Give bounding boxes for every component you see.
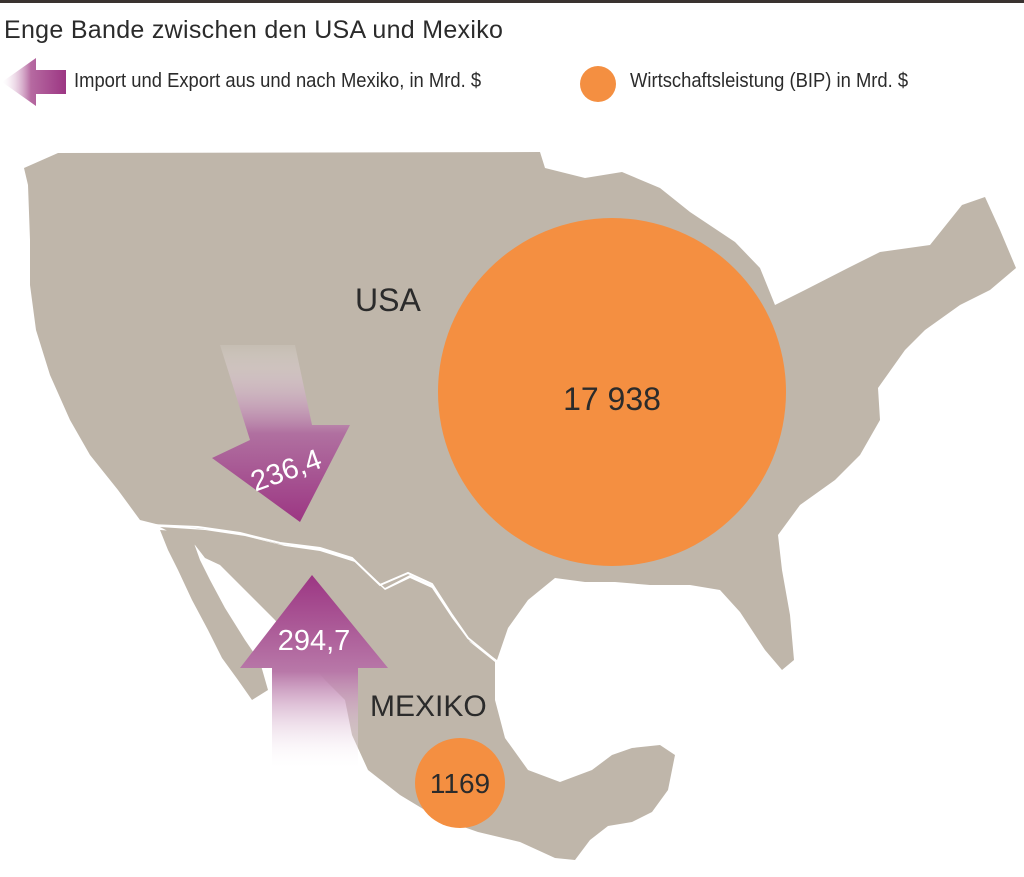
mexico-country-label: MEXIKO <box>370 690 487 723</box>
usa-gdp-circle <box>438 218 786 566</box>
top-rule <box>0 0 1024 3</box>
us-mexico-border-line <box>149 524 496 661</box>
mexico-trade-value: 294,7 <box>278 625 351 657</box>
usa-trade-arrow <box>212 345 350 522</box>
legend-gdp-label: Wirtschaftsleistung (BIP) in Mrd. $ <box>630 70 909 92</box>
usa-gdp-value: 17 938 <box>563 381 661 417</box>
mexico-gdp-value: 1169 <box>430 768 490 799</box>
mexico-trade-arrow <box>240 575 388 768</box>
mexico-gdp-circle <box>415 738 505 828</box>
legend-trade-label: Import und Export aus und nach Mexiko, i… <box>74 70 482 92</box>
legend-gdp-circle-icon <box>580 66 616 102</box>
legend-trade-arrow-icon <box>2 58 66 106</box>
map-title: Enge Bande zwischen den USA und Mexiko <box>4 16 504 44</box>
usa-country-label: USA <box>355 282 421 318</box>
baja-california-landmass <box>160 530 268 700</box>
